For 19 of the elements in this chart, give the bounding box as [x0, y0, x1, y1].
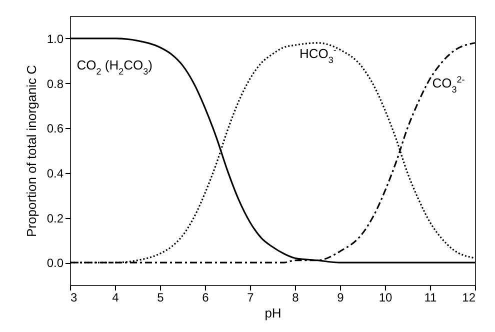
y-tick-label: 0.4: [46, 166, 64, 180]
x-tick-label: 4: [112, 290, 120, 304]
series-label: CO$_{2}$ (H$_{2}$CO$_{3}$): [76, 57, 152, 76]
x-tick-label: 12: [462, 290, 476, 304]
x-tick-label: 9: [337, 290, 344, 304]
y-tick-label: 1.0: [46, 32, 64, 46]
x-tick-label: 8: [292, 290, 300, 304]
x-axis-title: pH: [264, 306, 282, 320]
y-tick-label: 0.2: [46, 211, 64, 226]
y-axis-title: Proportion of total inorganic C: [24, 65, 39, 237]
y-tick-label: 0.8: [46, 76, 64, 91]
x-tick-label: 5: [157, 290, 164, 304]
y-tick-label: 0.6: [46, 122, 64, 136]
x-tick-label: 6: [202, 290, 210, 304]
y-tick-label: 0.0: [46, 256, 64, 270]
x-tick-label: 7: [247, 290, 254, 304]
x-tick-label: 3: [70, 290, 78, 304]
x-tick-label: 11: [424, 290, 438, 304]
x-tick-label: 10: [378, 290, 392, 304]
